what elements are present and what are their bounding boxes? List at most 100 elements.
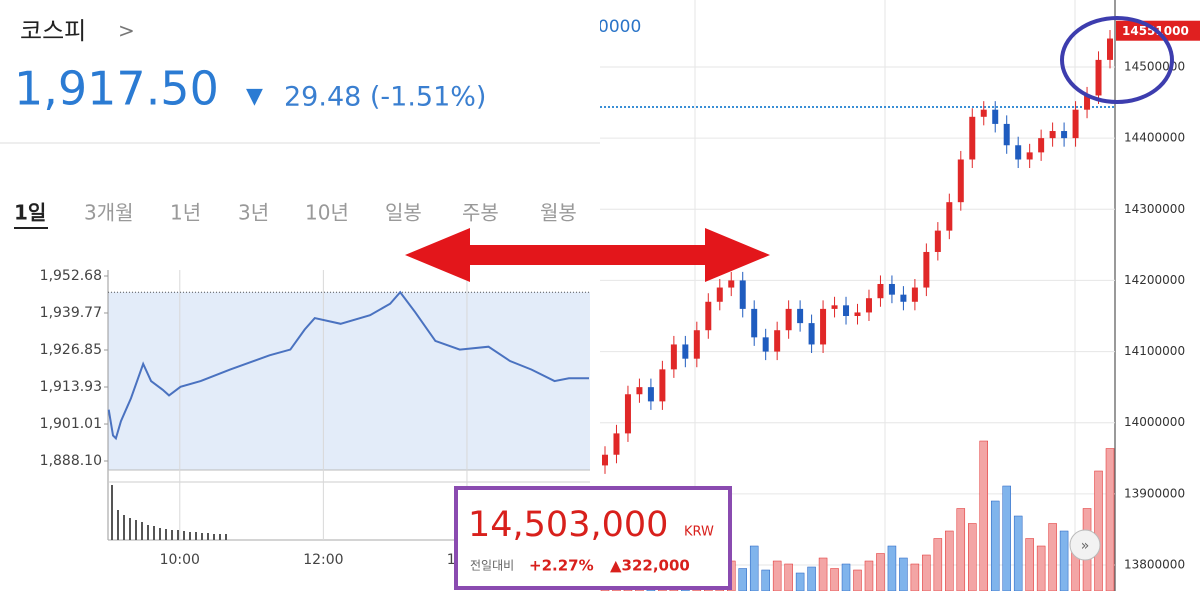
- volume-bar: [968, 523, 977, 591]
- y-tick-label: 1,952.68: [40, 268, 102, 284]
- candle-body: [808, 323, 815, 345]
- candle-body: [602, 454, 608, 466]
- candle-body: [705, 301, 712, 331]
- volume-bar: [111, 485, 113, 540]
- volume-bar: [147, 525, 149, 540]
- volume-bar: [979, 440, 988, 591]
- y-tick-label: 13900000: [1124, 486, 1185, 500]
- candle-body: [670, 344, 677, 370]
- tab[interactable]: 주봉: [462, 201, 499, 225]
- volume-bar: [1105, 448, 1115, 591]
- double-arrow: [405, 228, 770, 282]
- volume-bar: [853, 569, 862, 591]
- volume-bar: [818, 557, 828, 591]
- highlight-circle: [1060, 16, 1174, 104]
- y-tick-label: 1,913.93: [40, 379, 102, 395]
- y-tick-label: 14200000: [1124, 273, 1185, 287]
- volume-bar: [864, 560, 874, 591]
- candle-body: [762, 337, 769, 352]
- candle-body: [877, 283, 884, 299]
- candle-body: [739, 280, 746, 309]
- y-tick-label: 14100000: [1124, 344, 1185, 358]
- candle-body: [693, 330, 700, 359]
- scroll-icon[interactable]: »: [1081, 538, 1090, 554]
- header-fragment: 0000: [598, 17, 641, 37]
- tab[interactable]: 1년: [170, 201, 201, 225]
- candle-body: [1038, 138, 1045, 153]
- volume-bar: [876, 553, 885, 591]
- change-percent: +2.27%: [529, 557, 594, 575]
- tab[interactable]: 3년: [238, 201, 269, 225]
- price-box: [454, 486, 732, 590]
- y-tick-label: 14300000: [1124, 202, 1185, 216]
- volume-bar: [945, 530, 954, 591]
- candle-body: [1003, 123, 1010, 146]
- candle-body: [682, 344, 689, 359]
- y-tick-label: 1,926.85: [40, 342, 102, 358]
- volume-bar: [183, 531, 185, 540]
- candle-body: [624, 394, 631, 434]
- candle-body: [969, 116, 976, 160]
- volume-bar: [165, 529, 167, 540]
- down-arrow: ▼: [246, 84, 263, 109]
- candle-body: [716, 287, 723, 302]
- tab[interactable]: 월봉: [540, 201, 577, 225]
- tab[interactable]: 10년: [305, 201, 349, 225]
- candle-body: [1072, 109, 1079, 139]
- volume-bar: [1002, 485, 1011, 591]
- period-tabs: 1일 3개월 1년 3년 10년 일봉 주봉 월봉: [14, 201, 577, 229]
- tab[interactable]: 일봉: [385, 201, 422, 225]
- volume-bar: [772, 560, 782, 591]
- price: 14,503,000: [468, 505, 668, 545]
- volume-bar: [153, 526, 155, 540]
- volume-bar: [219, 534, 221, 540]
- volume-bar: [171, 530, 173, 540]
- volume-bar: [213, 534, 215, 540]
- volume-bar: [117, 510, 119, 540]
- volume-bar: [189, 532, 191, 540]
- y-tick-label: 14000000: [1124, 415, 1185, 429]
- volume-bar: [201, 533, 203, 540]
- volume-bar: [956, 508, 966, 591]
- chevron[interactable]: >: [118, 19, 135, 43]
- volume-bar: [899, 557, 908, 591]
- candle-body: [843, 305, 850, 316]
- candle-body: [797, 308, 804, 324]
- index-change: 29.48 (-1.51%): [284, 82, 486, 113]
- plot-area: [108, 292, 590, 470]
- volume-bar: [225, 534, 227, 540]
- volume-bar: [207, 533, 209, 540]
- y-tick-label: 1,888.10: [40, 453, 102, 469]
- volume-bar: [135, 520, 137, 540]
- tab[interactable]: 1일: [14, 201, 46, 225]
- volume-bar: [123, 515, 125, 540]
- y-tick-label: 1,901.01: [40, 416, 102, 432]
- volume-bar: [933, 538, 943, 591]
- candle-body: [751, 308, 758, 338]
- candle-body: [946, 202, 953, 231]
- currency: KRW: [684, 525, 714, 540]
- x-tick-label: 10:00: [160, 552, 200, 568]
- change-amount: ▲322,000: [610, 557, 690, 575]
- candle-body: [1107, 38, 1113, 60]
- y-tick-label: 14500000: [1124, 60, 1185, 74]
- candle-body: [911, 287, 918, 302]
- candle-body: [636, 387, 643, 395]
- candle-body: [613, 433, 620, 455]
- volume-bar: [910, 563, 920, 591]
- candle-body: [1015, 145, 1022, 160]
- volume-bar: [1059, 530, 1069, 591]
- volume-bar: [784, 563, 793, 591]
- scroll-button[interactable]: [1069, 529, 1101, 561]
- candle-body: [957, 159, 964, 203]
- volume-bar: [1025, 538, 1034, 591]
- volume-bar: [141, 522, 143, 540]
- candle-body: [992, 109, 999, 124]
- candle-body: [854, 312, 861, 316]
- candle-body: [1026, 152, 1033, 160]
- candle-body: [1061, 131, 1068, 139]
- tab[interactable]: 3개월: [84, 201, 134, 225]
- candle-body: [923, 251, 930, 288]
- candle-body: [774, 330, 781, 352]
